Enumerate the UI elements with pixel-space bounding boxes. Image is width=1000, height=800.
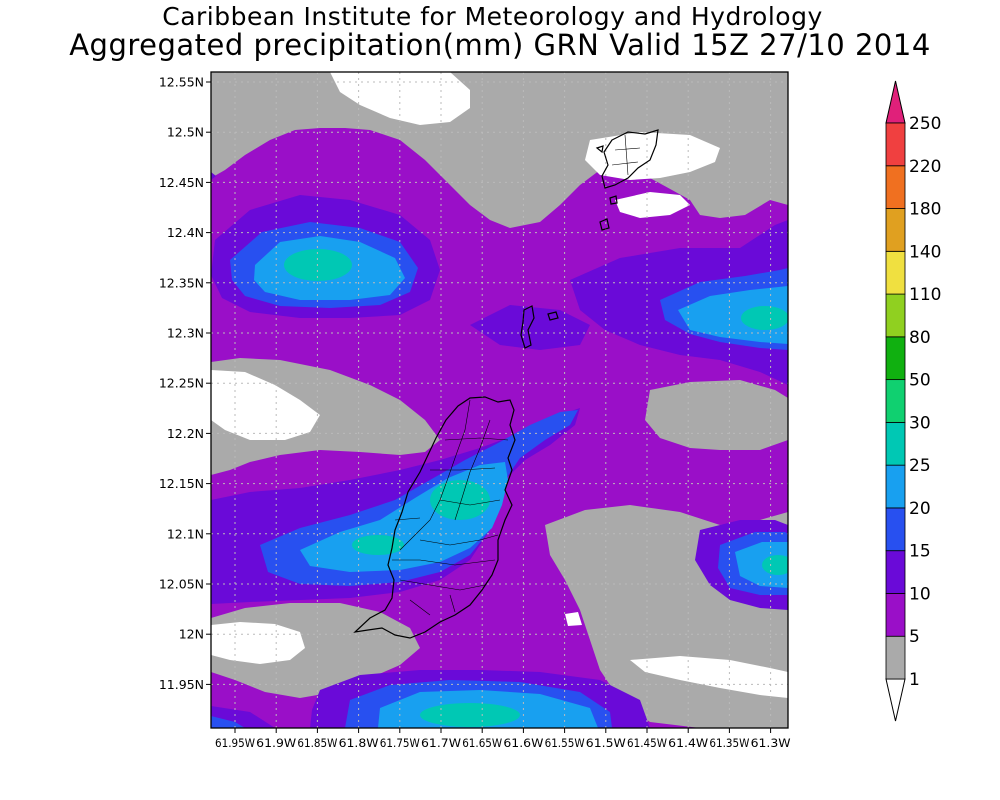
precip-band-below-1-southeast (630, 656, 788, 698)
legend-arrow-bottom (885, 678, 906, 722)
precip-band-1-5-north (211, 72, 788, 228)
longitude-axis: 61.95W 61.9W 61.85W 61.8W 61.75W 61.7W 61.65W 6… (215, 728, 791, 750)
gridlines (211, 72, 788, 728)
legend-level-label: 15 (909, 542, 931, 562)
map-title: Aggregated precipitation(mm) GRN Valid 1… (69, 28, 931, 62)
carriacou-island-outline (601, 129, 659, 189)
lat-tick-label: 12.2N (167, 426, 204, 441)
precip-max-south (420, 703, 520, 727)
legend-level-label: 140 (909, 242, 941, 262)
lon-tick-label: 61.3W (751, 736, 791, 750)
grenadine-islet-5 (595, 145, 604, 154)
legend-arrow-top (885, 80, 906, 124)
legend-level-label: 80 (909, 328, 931, 348)
precip-max-east (741, 306, 788, 330)
legend-swatch (885, 122, 906, 167)
lat-tick-label: 12.35N (159, 275, 204, 290)
legend-swatch (885, 593, 906, 637)
lon-tick-label: 61.85W (297, 736, 337, 750)
lat-tick-label: 12.25N (159, 376, 204, 391)
legend-level-label: 110 (909, 285, 941, 305)
grenadine-islet-3 (547, 311, 559, 321)
legend-swatch (885, 336, 906, 381)
legend-level-label: 1 (909, 670, 920, 690)
lon-tick-label: 61.7W (421, 736, 461, 750)
precip-band-below-1-north (330, 72, 470, 125)
precip-band-20-25-southeast (735, 542, 788, 588)
precip-band-below-1-northeast (585, 132, 720, 180)
legend-level-label: 50 (909, 371, 931, 391)
carriacou-parish-lines (611, 134, 641, 176)
lat-tick-label: 12.4N (167, 225, 204, 240)
legend-level-label: 20 (909, 499, 931, 519)
lon-tick-label: 61.6W (503, 736, 543, 750)
lat-tick-label: 12N (179, 627, 204, 642)
lat-tick-label: 12.1N (167, 526, 204, 541)
institute-title: Caribbean Institute for Meteorology and … (162, 2, 823, 31)
precip-max-island-north (430, 480, 490, 520)
lat-tick-label: 12.15N (159, 476, 204, 491)
lat-tick-label: 11.95N (159, 677, 204, 692)
lon-tick-label: 61.8W (339, 736, 379, 750)
legend-swatch (885, 208, 906, 252)
precip-band-15-20-corner (211, 716, 245, 728)
lon-tick-label: 61.9W (256, 736, 296, 750)
legend-swatch (885, 293, 906, 338)
precip-fragment (211, 172, 216, 180)
legend-swatch (885, 250, 906, 295)
legend-level-label: 5 (909, 627, 920, 647)
precip-band-10-15-central (470, 305, 590, 350)
lat-tick-label: 12.55N (159, 75, 204, 90)
precip-band-below-1-dot (565, 612, 582, 626)
lon-tick-label: 61.95W (215, 736, 255, 750)
lat-tick-label: 12.3N (167, 326, 204, 341)
legend-level-label: 250 (909, 114, 941, 134)
precip-band-below-1-west (211, 370, 320, 440)
grenada-parish-lines (392, 399, 509, 616)
legend-level-label: 220 (909, 157, 941, 177)
latitude-axis: 12.55N 12.5N 12.45N 12.4N 12.35N 12.3N 12.25N 1… (159, 75, 211, 692)
lon-tick-label: 61.65W (462, 736, 502, 750)
legend-level-label: 180 (909, 200, 941, 220)
coastlines (353, 129, 659, 639)
legend-swatch (885, 379, 906, 423)
precip-band-below-1-islet (615, 192, 690, 218)
lon-tick-label: 61.4W (668, 736, 708, 750)
precip-max-northwest (284, 249, 352, 281)
plot-frame (210, 71, 789, 729)
grenadine-islet-2 (520, 305, 535, 349)
legend-swatch (885, 507, 906, 552)
lon-tick-label: 61.5W (586, 736, 626, 750)
grenadine-islet-1 (599, 218, 610, 231)
legend-level-label: 10 (909, 584, 931, 604)
legend-swatch (885, 421, 906, 466)
precip-band-1-5-east (645, 380, 788, 450)
lon-tick-label: 61.45W (627, 736, 667, 750)
legend-swatch (885, 550, 906, 594)
lon-tick-label: 61.55W (545, 736, 585, 750)
precipitation-field (211, 72, 788, 728)
precip-max-southeast (762, 555, 788, 575)
legend-swatch (885, 635, 906, 680)
lon-tick-label: 61.35W (709, 736, 749, 750)
grenadine-islet-4 (609, 195, 618, 205)
lat-tick-label: 12.45N (159, 175, 204, 190)
legend-level-label: 30 (909, 413, 931, 433)
lat-tick-label: 12.05N (159, 577, 204, 592)
grenada-island-outline (353, 396, 516, 639)
lat-tick-label: 12.5N (167, 125, 204, 140)
legend-swatch (885, 464, 906, 509)
precip-max-island-south (352, 535, 404, 555)
legend-level-label: 25 (909, 456, 931, 476)
legend-swatch (885, 165, 906, 209)
lon-tick-label: 61.75W (380, 736, 420, 750)
precip-band-below-1-southwest (211, 622, 305, 664)
